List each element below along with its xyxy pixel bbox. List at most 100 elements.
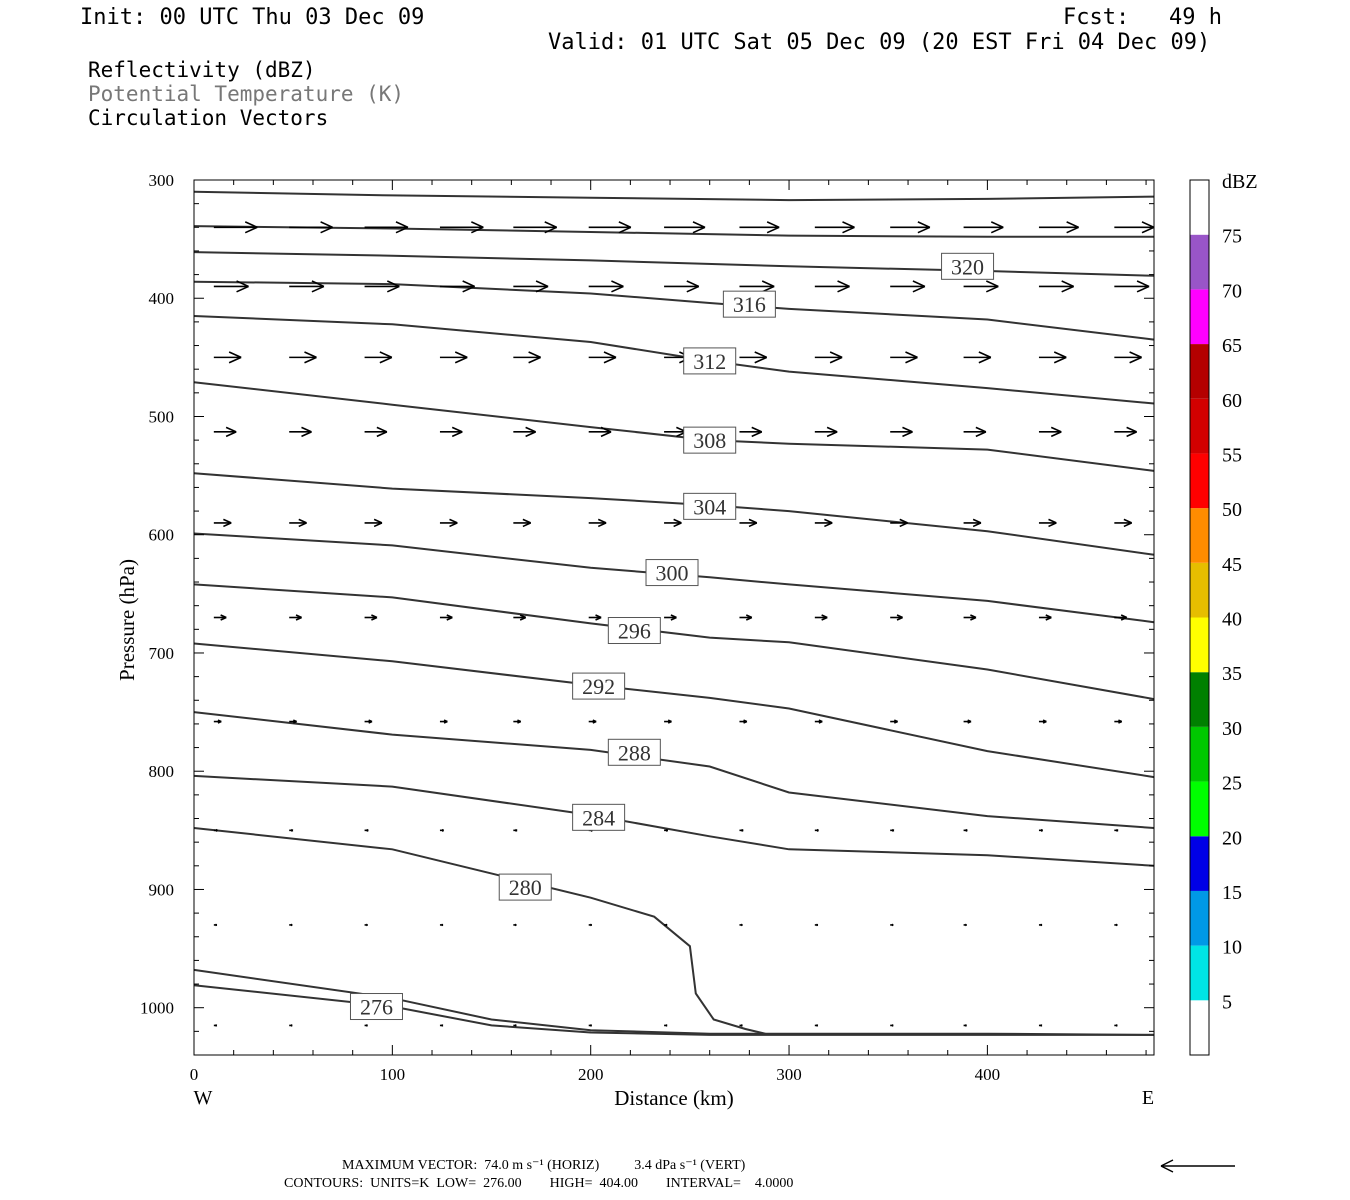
circulation-vector xyxy=(439,828,444,832)
vector-head xyxy=(471,221,484,234)
circulation-vector xyxy=(588,426,612,438)
contour-label-box xyxy=(941,252,995,280)
circulation-vector xyxy=(588,351,617,364)
east-label: E xyxy=(1142,1087,1154,1109)
colorbar-segment xyxy=(1190,672,1209,727)
vector-head xyxy=(443,719,448,724)
theta-contour-296 xyxy=(193,583,1155,701)
vector-head xyxy=(544,221,558,234)
circulation-vector xyxy=(213,614,227,621)
vector-head xyxy=(673,518,682,528)
colorbar-segment xyxy=(1190,945,1209,1001)
vector-head xyxy=(1050,426,1062,438)
circulation-vector xyxy=(364,280,400,293)
circulation-vector xyxy=(289,351,317,364)
vector-head xyxy=(366,828,369,832)
vector-head xyxy=(441,923,444,927)
colorbar-segment xyxy=(1190,890,1209,946)
vector-head xyxy=(896,614,903,621)
circulation-vector xyxy=(588,280,624,293)
contour-label-292: 292 xyxy=(582,674,615,699)
circulation-vector xyxy=(1114,426,1137,438)
contour-label-288: 288 xyxy=(618,740,651,765)
circulation-vector xyxy=(890,221,931,234)
vector-head xyxy=(816,1024,819,1027)
circulation-vector xyxy=(739,518,758,528)
theta-contour-292 xyxy=(193,642,1155,779)
circulation-vector xyxy=(289,221,333,234)
circulation-vectors xyxy=(213,221,1155,1027)
y-tick-label: 400 xyxy=(149,289,175,308)
contour-labels: 320 316 312 308 304 300 296 292 288 284 280 276 xyxy=(349,252,995,1021)
vector-head xyxy=(970,614,977,621)
vector-head xyxy=(1040,828,1044,832)
plot-frame xyxy=(193,179,1155,1056)
circulation-vector xyxy=(664,1024,668,1027)
circulation-vector xyxy=(439,923,444,927)
theta-contour-unlabeled xyxy=(193,225,1154,238)
circulation-vector xyxy=(439,280,475,293)
vector-head xyxy=(978,351,992,364)
vector-head xyxy=(816,923,819,927)
theta-contour-unlabeled xyxy=(193,190,1155,202)
circulation-vector xyxy=(588,614,602,621)
contour-label-280: 280 xyxy=(509,875,542,900)
vector-head xyxy=(618,221,632,234)
vector-head xyxy=(967,719,972,724)
vector-head xyxy=(301,426,312,438)
colorbar-tick-label: 50 xyxy=(1222,499,1242,521)
circulation-vector xyxy=(963,221,1004,234)
contour-label-box xyxy=(683,492,737,520)
y-tick-label: 500 xyxy=(149,407,175,426)
theta-contour-288 xyxy=(193,711,1155,829)
title-reflectivity: Reflectivity (dBZ) xyxy=(88,58,316,82)
vector-head xyxy=(743,719,748,724)
vector-head xyxy=(215,923,218,927)
circulation-vector xyxy=(213,280,249,293)
circulation-vector xyxy=(890,280,926,293)
x-tick-label: 200 xyxy=(578,1065,604,1084)
circulation-vector xyxy=(1114,280,1150,293)
contour-label-284: 284 xyxy=(582,805,615,830)
contour-label-box xyxy=(722,290,776,318)
colorbar-segment xyxy=(1190,234,1209,290)
vector-head xyxy=(535,280,549,293)
vector-head xyxy=(217,719,222,724)
contour-label-296: 296 xyxy=(618,619,651,644)
circulation-vector xyxy=(739,351,768,364)
circulation-vector xyxy=(513,280,549,293)
vector-head xyxy=(748,518,758,528)
circulation-vector xyxy=(814,614,828,621)
circulation-vector xyxy=(963,828,968,832)
vector-head xyxy=(1118,719,1123,724)
y-tick-label: 900 xyxy=(149,880,175,899)
vector-head xyxy=(902,426,913,438)
circulation-vector xyxy=(664,828,669,832)
circulation-vector xyxy=(289,923,293,927)
contour-label-box xyxy=(683,426,737,454)
y-tick-label: 300 xyxy=(149,171,175,190)
circulation-vector xyxy=(289,426,312,438)
vector-head xyxy=(597,518,607,528)
circulation-vector xyxy=(439,426,463,438)
vector-head xyxy=(311,280,325,293)
circulation-vector xyxy=(513,221,558,234)
circulation-vector xyxy=(364,614,378,621)
vector-head xyxy=(365,1024,368,1027)
vector-head xyxy=(912,280,926,293)
vector-head xyxy=(592,719,597,724)
vector-head xyxy=(1042,719,1047,724)
vector-head xyxy=(603,351,617,364)
vector-head xyxy=(595,614,602,621)
vector-head xyxy=(686,280,700,293)
circulation-vector xyxy=(739,1024,743,1027)
circulation-vector xyxy=(439,221,484,234)
colorbar-segment xyxy=(1190,617,1209,673)
vector-head xyxy=(228,351,242,364)
colorbar-segment xyxy=(1190,398,1209,454)
vector-head xyxy=(740,1024,743,1027)
vector-head xyxy=(1115,923,1118,927)
circulation-vector xyxy=(1038,828,1044,832)
colorbar-segment xyxy=(1190,344,1209,399)
